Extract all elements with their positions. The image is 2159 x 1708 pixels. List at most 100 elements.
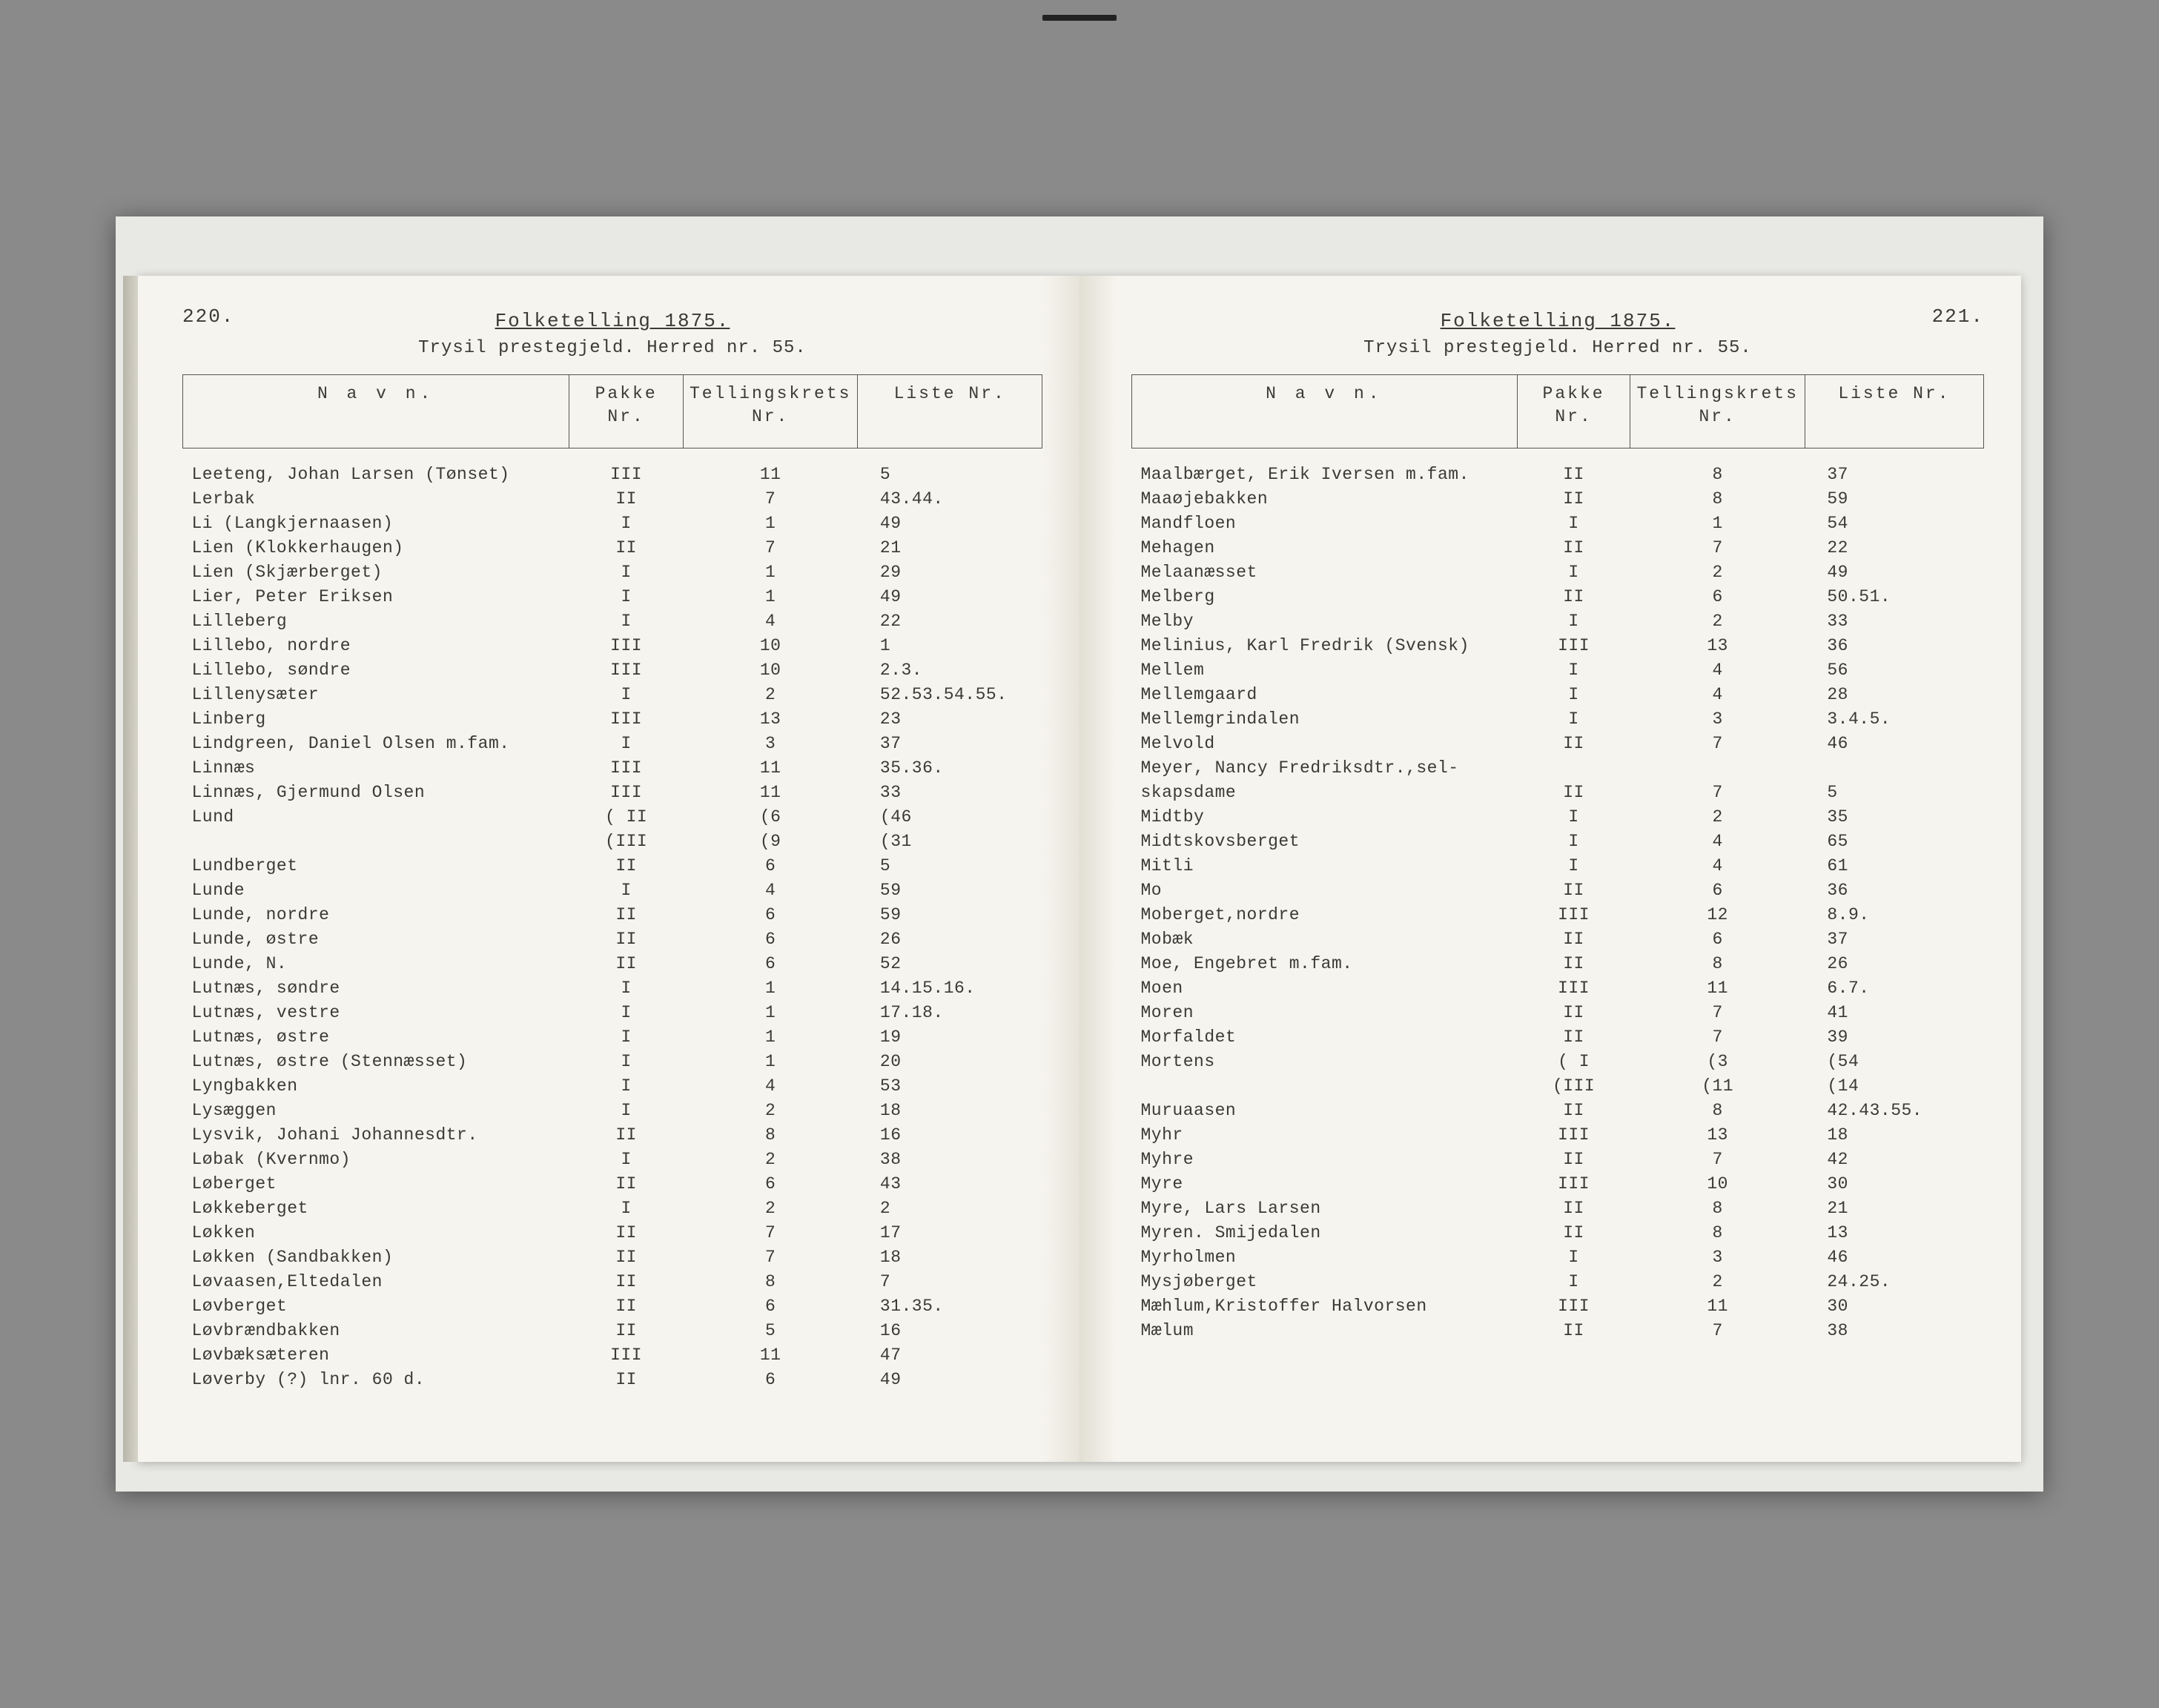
- cell-liste: 33: [1805, 609, 1983, 633]
- cell-navn: Myhr: [1132, 1122, 1518, 1147]
- table-row: Lunde, østreII626: [183, 927, 1042, 951]
- cell-krets: 8: [1630, 1196, 1805, 1220]
- cell-krets: 1: [683, 1025, 857, 1049]
- cell-pakke: III: [569, 780, 684, 804]
- cell-liste: 37: [1805, 448, 1983, 487]
- census-table-right: N a v n. Pakke Nr. Tellingskrets Nr. Lis…: [1131, 374, 1984, 1343]
- cell-pakke: II: [1517, 878, 1630, 902]
- cell-navn: Løvbæksæteren: [183, 1343, 569, 1367]
- cell-navn: Lien (Skjærberget): [183, 560, 569, 584]
- cell-navn: Løverby (?) lnr. 60 d.: [183, 1367, 569, 1391]
- cell-krets: 4: [1630, 853, 1805, 878]
- binding-edge: [123, 276, 138, 1462]
- cell-krets: 6: [1630, 584, 1805, 609]
- table-row: MorenII741: [1132, 1000, 1984, 1025]
- cell-krets: (3: [1630, 1049, 1805, 1073]
- cell-krets: 7: [1630, 1318, 1805, 1343]
- cell-pakke: II: [1517, 951, 1630, 976]
- cell-navn: Morfaldet: [1132, 1025, 1518, 1049]
- cell-liste: 21: [1805, 1196, 1983, 1220]
- cell-navn: Moen: [1132, 976, 1518, 1000]
- cell-navn: Moe, Engebret m.fam.: [1132, 951, 1518, 976]
- cell-krets: 7: [683, 535, 857, 560]
- left-page: 220. Folketelling 1875. Trysil prestegje…: [138, 276, 1080, 1462]
- cell-pakke: II: [569, 902, 684, 927]
- cell-krets: 2: [683, 1147, 857, 1171]
- cell-liste: 5: [858, 853, 1042, 878]
- cell-pakke: III: [1517, 633, 1630, 658]
- cell-krets: 4: [683, 609, 857, 633]
- table-row: MelaanæssetI249: [1132, 560, 1984, 584]
- cell-krets: 10: [683, 633, 857, 658]
- cell-pakke: III: [569, 448, 684, 487]
- cell-liste: 26: [858, 927, 1042, 951]
- cell-pakke: II: [569, 1269, 684, 1294]
- cell-liste: 36: [1805, 878, 1983, 902]
- table-row: LysæggenI218: [183, 1098, 1042, 1122]
- cell-liste: (31: [858, 829, 1042, 853]
- cell-krets: 13: [683, 706, 857, 731]
- table-row: MoenIII116.7.: [1132, 976, 1984, 1000]
- cell-krets: 11: [683, 448, 857, 487]
- table-row: Mortens( I(3(54: [1132, 1049, 1984, 1073]
- cell-krets: 7: [1630, 1000, 1805, 1025]
- cell-pakke: II: [1517, 584, 1630, 609]
- cell-navn: Lunde, N.: [183, 951, 569, 976]
- table-row: MellemgaardI428: [1132, 682, 1984, 706]
- cell-liste: 7: [858, 1269, 1042, 1294]
- cell-krets: 6: [683, 902, 857, 927]
- col-header-liste: Liste Nr.: [1805, 375, 1983, 448]
- cell-liste: 29: [858, 560, 1042, 584]
- cell-navn: Lutnæs, vestre: [183, 1000, 569, 1025]
- cell-krets: 8: [1630, 486, 1805, 511]
- cell-navn: Mellem: [1132, 658, 1518, 682]
- cell-pakke: III: [569, 658, 684, 682]
- table-row: MyhrIII1318: [1132, 1122, 1984, 1147]
- table-row: LundeI459: [183, 878, 1042, 902]
- cell-krets: 7: [1630, 731, 1805, 755]
- top-clip-mark: [1042, 15, 1117, 21]
- cell-pakke: (III: [569, 829, 684, 853]
- table-row: MyrholmenI346: [1132, 1245, 1984, 1269]
- cell-navn: Melaanæsset: [1132, 560, 1518, 584]
- cell-liste: 2: [858, 1196, 1042, 1220]
- cell-liste: 49: [858, 511, 1042, 535]
- cell-liste: 6.7.: [1805, 976, 1983, 1000]
- open-book: 220. Folketelling 1875. Trysil prestegje…: [138, 276, 2021, 1462]
- cell-krets: 7: [683, 1220, 857, 1245]
- col-header-pakke: Pakke Nr.: [569, 375, 684, 448]
- cell-liste: 52: [858, 951, 1042, 976]
- cell-krets: 4: [683, 878, 857, 902]
- scan-frame: 220. Folketelling 1875. Trysil prestegje…: [116, 216, 2043, 1492]
- table-row: MelvoldII746: [1132, 731, 1984, 755]
- table-row: Lunde, nordreII659: [183, 902, 1042, 927]
- cell-navn: Mandfloen: [1132, 511, 1518, 535]
- cell-liste: 61: [1805, 853, 1983, 878]
- table-row: MehagenII722: [1132, 535, 1984, 560]
- cell-navn: Mæhlum,Kristoffer Halvorsen: [1132, 1294, 1518, 1318]
- table-row: Leeteng, Johan Larsen (Tønset)III115: [183, 448, 1042, 487]
- cell-pakke: II: [569, 927, 684, 951]
- table-row: skapsdameII75: [1132, 780, 1984, 804]
- cell-pakke: II: [1517, 780, 1630, 804]
- cell-krets: 7: [1630, 535, 1805, 560]
- cell-liste: 38: [1805, 1318, 1983, 1343]
- table-row: LøbergetII643: [183, 1171, 1042, 1196]
- cell-krets: 7: [1630, 1025, 1805, 1049]
- cell-krets: 13: [1630, 1122, 1805, 1147]
- cell-navn: Mitli: [1132, 853, 1518, 878]
- cell-krets: 8: [1630, 951, 1805, 976]
- cell-pakke: I: [1517, 1269, 1630, 1294]
- cell-liste: 46: [1805, 1245, 1983, 1269]
- cell-krets: (6: [683, 804, 857, 829]
- table-header-row: N a v n. Pakke Nr. Tellingskrets Nr. Lis…: [183, 375, 1042, 448]
- cell-navn: Linnæs: [183, 755, 569, 780]
- cell-navn: Linberg: [183, 706, 569, 731]
- cell-pakke: III: [569, 633, 684, 658]
- cell-navn: Mælum: [1132, 1318, 1518, 1343]
- table-row: MitliI461: [1132, 853, 1984, 878]
- col-header-krets: Tellingskrets Nr.: [683, 375, 857, 448]
- cell-navn: skapsdame: [1132, 780, 1518, 804]
- cell-liste: 16: [858, 1122, 1042, 1147]
- table-row: MellemgrindalenI33.4.5.: [1132, 706, 1984, 731]
